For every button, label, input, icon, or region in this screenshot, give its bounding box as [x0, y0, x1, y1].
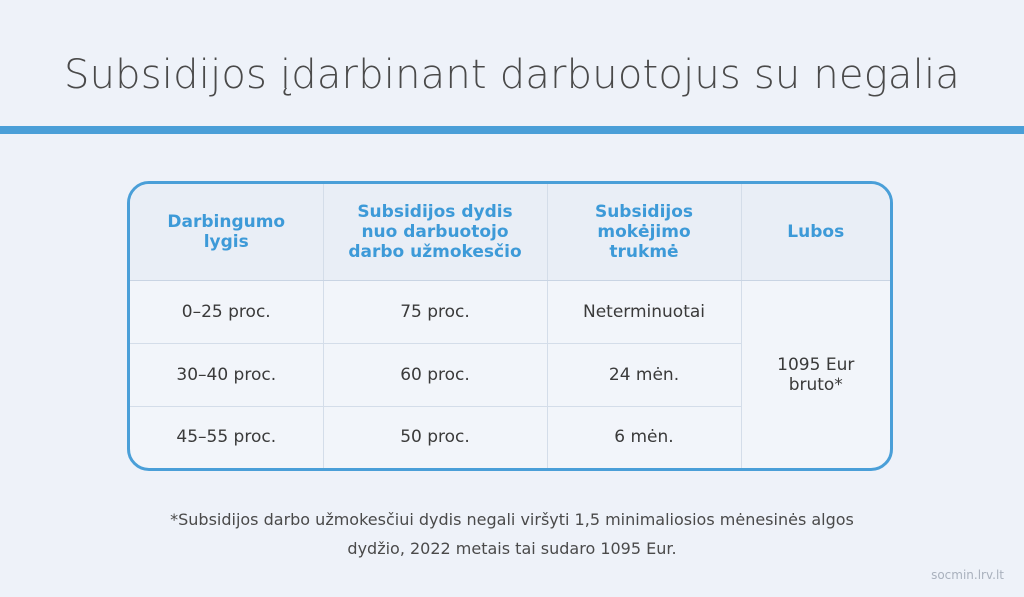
- table-header-row: Darbingumo lygis Subsidijos dydis nuo da…: [130, 184, 890, 281]
- header-ceiling: Lubos: [741, 184, 890, 281]
- subsidy-table-grid: Darbingumo lygis Subsidijos dydis nuo da…: [130, 184, 890, 468]
- table-row: 45–55 proc. 50 proc. 6 mėn.: [130, 406, 890, 468]
- table-row: 0–25 proc. 75 proc. Neterminuotai 1095 E…: [130, 280, 890, 395]
- cell-ceiling: 1095 Eur bruto*: [777, 354, 855, 395]
- footnote-line: *Subsidijos darbo užmokesčiui dydis nega…: [170, 510, 854, 529]
- cell-working-capacity: 0–25 proc.: [130, 280, 324, 344]
- cell-working-capacity: 45–55 proc.: [130, 406, 324, 468]
- cell-subsidy-amount: 50 proc.: [323, 406, 548, 468]
- subsidy-table: Darbingumo lygis Subsidijos dydis nuo da…: [127, 181, 893, 471]
- cell-subsidy-amount: 75 proc.: [323, 280, 548, 344]
- header-working-capacity: Darbingumo lygis: [130, 184, 324, 281]
- table-row: 30–40 proc. 60 proc. 24 mėn.: [130, 343, 890, 407]
- cell-payment-duration: 24 mėn.: [547, 343, 742, 407]
- title-divider: [0, 126, 1024, 134]
- header-payment-duration: Subsidijos mokėjimo trukmė: [547, 184, 742, 281]
- header-subsidy-amount: Subsidijos dydis nuo darbuotojo darbo už…: [323, 184, 548, 281]
- cell-payment-duration: Neterminuotai: [547, 280, 742, 344]
- cell-subsidy-amount: 60 proc.: [323, 343, 548, 407]
- cell-payment-duration: 6 mėn.: [547, 406, 742, 468]
- source-credit: socmin.lrv.lt: [931, 568, 1004, 582]
- page-title: Subsidijos įdarbinant darbuotojus su neg…: [64, 52, 960, 98]
- cell-working-capacity: 30–40 proc.: [130, 343, 324, 407]
- footnote-line: dydžio, 2022 metais tai sudaro 1095 Eur.: [347, 539, 677, 558]
- footnote: *Subsidijos darbo užmokesčiui dydis nega…: [0, 505, 1024, 563]
